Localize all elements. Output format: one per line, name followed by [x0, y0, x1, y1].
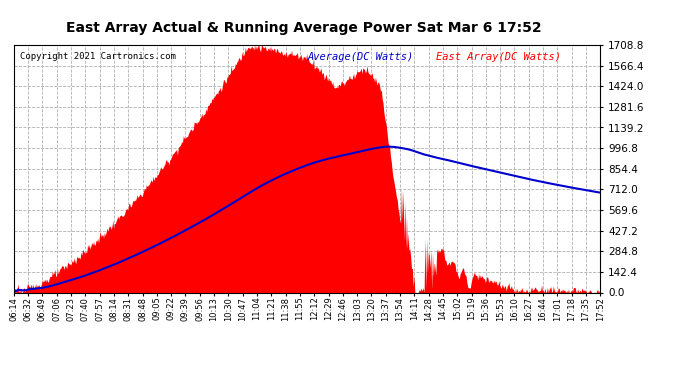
Text: Copyright 2021 Cartronics.com: Copyright 2021 Cartronics.com — [19, 53, 175, 62]
Text: Average(DC Watts): Average(DC Watts) — [307, 53, 413, 62]
Text: East Array(DC Watts): East Array(DC Watts) — [436, 53, 561, 62]
Text: East Array Actual & Running Average Power Sat Mar 6 17:52: East Array Actual & Running Average Powe… — [66, 21, 542, 34]
